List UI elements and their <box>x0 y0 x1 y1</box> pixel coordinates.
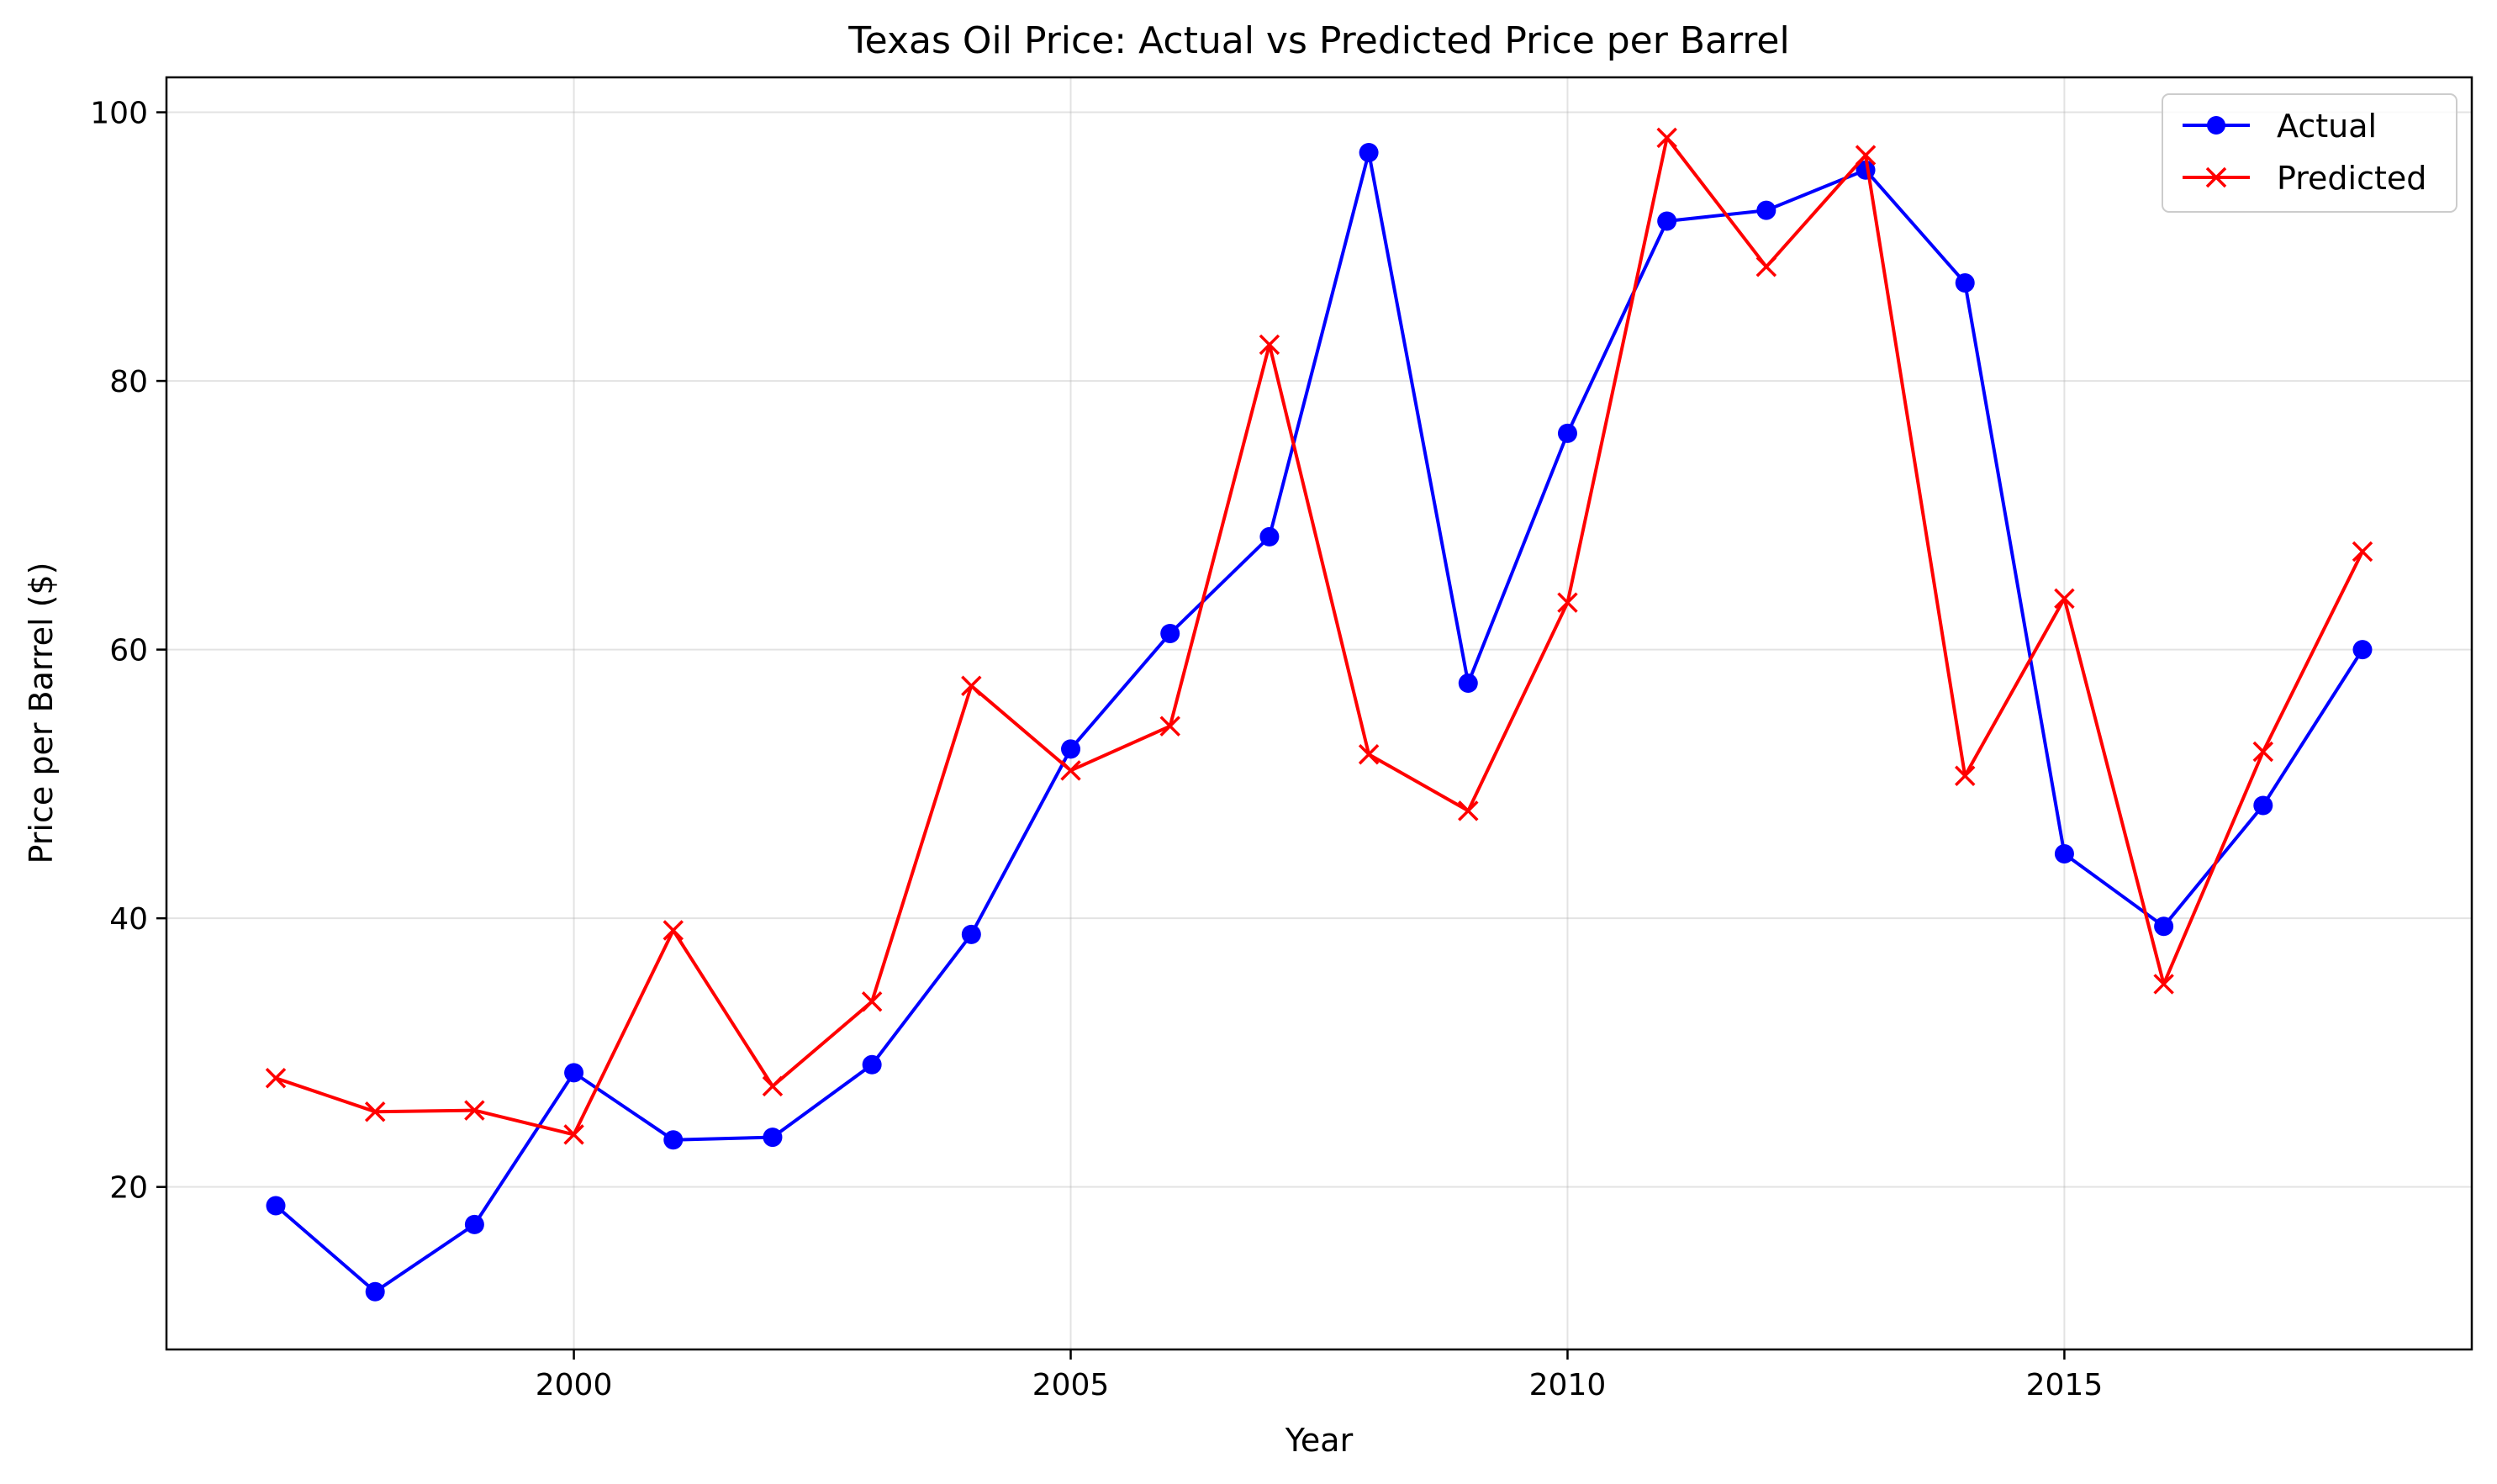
data-point-actual <box>1657 211 1677 231</box>
y-tick-label: 80 <box>109 365 148 399</box>
data-point-predicted <box>2153 974 2174 995</box>
data-point-predicted <box>1358 743 1380 765</box>
data-point-actual <box>2253 795 2273 816</box>
data-point-predicted <box>762 1075 784 1097</box>
data-point-actual <box>2054 843 2074 863</box>
legend-x-marker <box>2205 166 2227 188</box>
grid-lines <box>166 77 2472 1349</box>
data-point-predicted <box>1159 716 1180 737</box>
x-tick-label: 2010 <box>1529 1368 1607 1402</box>
data-point-predicted <box>1458 800 1479 821</box>
data-point-predicted <box>1557 592 1578 613</box>
data-point-actual <box>1756 200 1776 220</box>
series-line-predicted <box>275 135 2364 1137</box>
data-point-actual <box>1061 739 1081 759</box>
y-tick-label: 40 <box>109 902 148 937</box>
legend-label-predicted: Predicted <box>2277 160 2426 197</box>
x-tick-label: 2005 <box>1032 1368 1110 1402</box>
y-tick-label: 100 <box>90 97 148 131</box>
x-tick-label: 2000 <box>536 1368 613 1402</box>
data-point-actual <box>266 1196 286 1216</box>
series-layer <box>265 127 2373 1302</box>
data-point-actual <box>464 1214 484 1234</box>
plot-frame <box>165 76 2473 1351</box>
data-point-predicted <box>1060 760 1081 781</box>
data-point-predicted <box>1755 256 1777 277</box>
data-point-predicted <box>364 1101 386 1122</box>
data-point-predicted <box>265 1068 287 1089</box>
data-point-actual <box>1955 272 1975 293</box>
data-point-actual <box>2154 916 2174 937</box>
x-tick-label: 2015 <box>2026 1368 2104 1402</box>
data-point-predicted <box>1259 334 1280 356</box>
data-point-actual <box>862 1054 882 1075</box>
axis-ticks: 2000 2005 2010 2015 20 40 60 80 100 <box>90 97 2103 1402</box>
data-point-predicted <box>464 1100 485 1121</box>
data-point-actual <box>961 924 981 944</box>
data-point-actual <box>365 1281 385 1302</box>
legend: Actual Predicted <box>2162 93 2457 213</box>
data-point-predicted <box>2352 541 2373 562</box>
data-point-predicted <box>2252 741 2274 763</box>
data-point-actual <box>663 1130 684 1150</box>
data-point-actual <box>1458 673 1478 694</box>
data-point-predicted <box>861 990 883 1012</box>
data-point-actual <box>763 1128 783 1148</box>
legend-marker-predicted <box>2205 166 2227 188</box>
data-point-predicted <box>563 1124 584 1145</box>
data-point-actual <box>564 1063 584 1083</box>
data-point-predicted <box>961 675 982 696</box>
data-point-actual <box>1856 160 1876 180</box>
data-point-actual <box>2352 640 2373 660</box>
y-tick-label: 60 <box>109 634 148 668</box>
data-point-predicted <box>663 920 684 941</box>
x-axis-label: Year <box>1285 1422 1354 1459</box>
legend-marker-actual <box>2207 116 2225 135</box>
data-point-actual <box>1160 623 1180 643</box>
data-point-actual <box>1259 526 1280 547</box>
legend-label-actual: Actual <box>2277 108 2377 145</box>
data-point-predicted <box>1954 765 1976 787</box>
data-point-predicted <box>1656 127 1677 149</box>
y-axis-label: Price per Barrel ($) <box>23 562 60 864</box>
series-line-actual <box>274 151 2364 1294</box>
data-point-predicted <box>2054 588 2075 610</box>
y-tick-label: 20 <box>109 1171 148 1206</box>
data-point-actual <box>1359 142 1379 162</box>
data-point-actual <box>1557 423 1577 443</box>
chart-title: Texas Oil Price: Actual vs Predicted Pri… <box>847 19 1789 62</box>
data-point-predicted <box>1855 145 1877 166</box>
